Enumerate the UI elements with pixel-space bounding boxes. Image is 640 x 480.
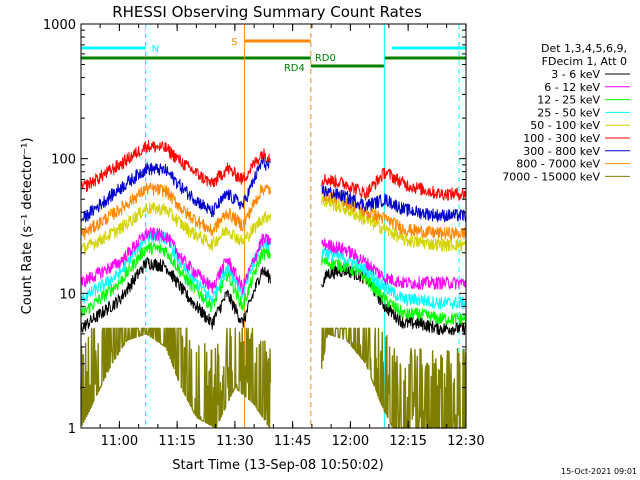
legend-entry: 50 - 100 keV [530, 119, 600, 132]
plot-frame [80, 23, 467, 429]
y-tick-label: 1 [68, 422, 76, 437]
x-tick-label: 11:00 [101, 434, 138, 449]
series-line [80, 156, 467, 223]
flag-label-rd0: RD0 [315, 53, 336, 64]
chart-title: RHESSI Observing Summary Count Rates [112, 3, 422, 21]
x-tick-label: 11:45 [274, 434, 311, 449]
series-line [80, 327, 467, 429]
series-line [80, 227, 467, 295]
date-stamp: 15-Oct-2021 09:01 [561, 467, 637, 476]
flag-label-s: S [231, 37, 237, 48]
legend-entry: 300 - 800 keV [523, 145, 600, 158]
legend-entry: 800 - 7000 keV [516, 158, 600, 171]
legend-entry: 12 - 25 keV [537, 94, 600, 107]
legend-header-line: FDecim 1, Att 0 [542, 55, 627, 68]
y-tick-label: 10 [59, 287, 76, 302]
series-line [80, 196, 467, 255]
y-axis-label: Count Rate (s⁻¹ detector⁻¹) [20, 138, 35, 315]
flag-label-n: N [152, 44, 159, 55]
y-axis: 1 10 100 1000 [43, 18, 466, 437]
x-tick-label: 12:00 [332, 434, 369, 449]
x-tick-label: 12:30 [447, 434, 484, 449]
flag-label-rd4: RD4 [284, 63, 305, 74]
x-tick-label: 12:15 [389, 434, 426, 449]
instrument-flags: N S RD0 RD4 [81, 37, 466, 74]
legend-entry: 7000 - 15000 keV [502, 170, 600, 183]
x-axis-label: Start Time (13-Sep-08 10:50:02) [172, 458, 383, 473]
y-tick-label: 1000 [43, 18, 76, 33]
y-tick-label: 100 [51, 153, 76, 168]
legend-entry: 3 - 6 keV [551, 68, 600, 81]
x-tick-label: 11:30 [216, 434, 253, 449]
legend: Det 1,3,4,5,6,9,FDecim 1, Att 03 - 6 keV… [502, 42, 630, 183]
legend-header-line: Det 1,3,4,5,6,9, [541, 42, 627, 55]
series-line [80, 256, 467, 336]
legend-entry: 6 - 12 keV [544, 81, 600, 94]
series-group [80, 139, 467, 429]
x-axis: 11:00 11:15 11:30 11:45 12:00 12:15 12:30 [99, 24, 485, 449]
legend-entry: 25 - 50 keV [537, 106, 600, 119]
series-line [80, 241, 467, 326]
series-line [80, 182, 467, 241]
series-line [80, 139, 467, 201]
legend-entry: 100 - 300 keV [523, 132, 600, 145]
x-tick-label: 11:15 [158, 434, 195, 449]
